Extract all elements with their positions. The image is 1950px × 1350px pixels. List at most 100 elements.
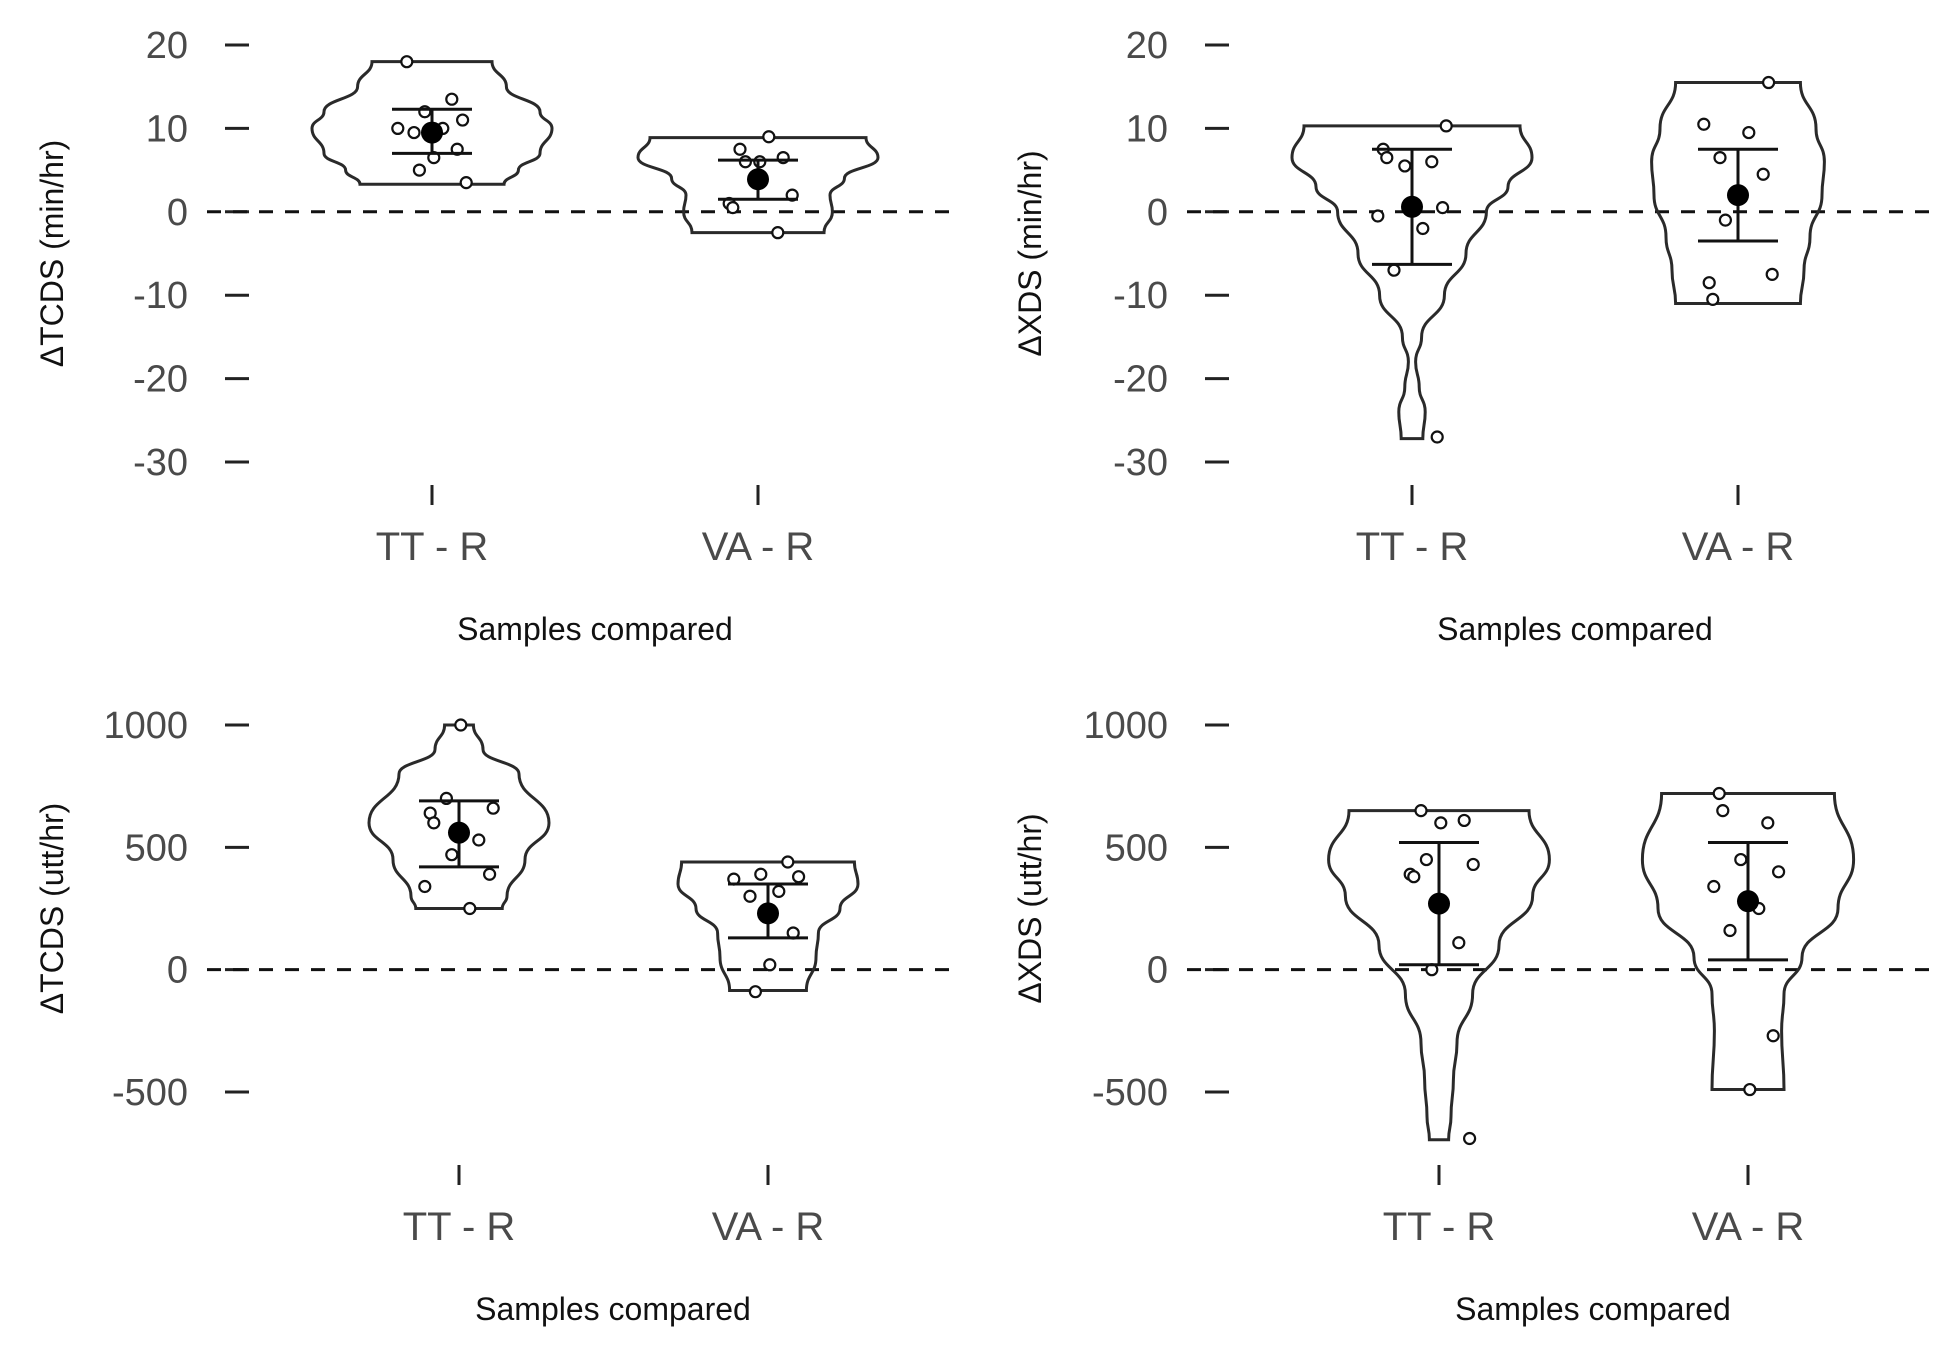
y-axis-title: ΔTCDS (utt/hr) — [34, 803, 70, 1015]
y-tick-label: 0 — [1147, 192, 1168, 234]
data-point — [400, 55, 414, 69]
data-point — [754, 867, 768, 881]
data-point — [445, 848, 459, 862]
data-point — [1425, 155, 1439, 169]
y-tick-label: -10 — [1113, 275, 1168, 317]
data-point — [781, 855, 795, 869]
y-tick-label: -500 — [112, 1072, 188, 1114]
data-point — [418, 879, 432, 894]
x-tick-label: TT - R — [1356, 525, 1469, 569]
y-tick-label: -10 — [133, 275, 188, 317]
data-point — [763, 958, 777, 972]
data-point — [1707, 879, 1721, 894]
data-point — [1457, 813, 1471, 828]
x-tick-label: TT - R — [1383, 1205, 1496, 1249]
data-point — [459, 176, 473, 190]
x-tick-label: TT - R — [376, 525, 489, 569]
data-point — [1765, 267, 1779, 281]
data-point — [454, 718, 468, 732]
data-point — [1407, 870, 1421, 884]
y-tick-label: 0 — [1147, 950, 1168, 992]
y-tick-label: 500 — [125, 827, 188, 869]
x-axis-title: Samples compared — [475, 1291, 751, 1327]
data-point — [1466, 857, 1480, 872]
data-point — [726, 201, 740, 215]
data-point — [1371, 209, 1385, 223]
y-axis-title: ΔTCDS (min/hr) — [34, 140, 70, 368]
data-point — [1414, 804, 1428, 818]
data-point — [1697, 117, 1711, 131]
mean-point — [757, 902, 779, 925]
chart-panel-2: 20 10 0 -10 -20 -30 ΔXDS (min/hr) TT - R VA - R S… — [1012, 25, 1940, 647]
mean-point — [747, 168, 769, 191]
data-point — [427, 816, 441, 830]
y-tick-label: 500 — [1105, 827, 1168, 869]
data-point — [1380, 150, 1394, 165]
y-tick-label: 0 — [167, 950, 188, 992]
y-tick-label: -20 — [133, 359, 188, 401]
data-point — [1387, 263, 1401, 277]
y-tick-label: -20 — [1113, 359, 1168, 401]
data-point — [753, 155, 767, 169]
data-point — [1398, 159, 1412, 173]
mean-point — [1401, 195, 1423, 218]
x-axis-title: Samples compared — [1437, 611, 1713, 647]
y-tick-label: 20 — [146, 25, 188, 67]
data-point — [1716, 804, 1730, 818]
data-point — [1419, 852, 1434, 867]
chart-panel-4: 1000 500 0 -500 ΔXDS (utt/hr) TT - R VA - R Sam… — [1012, 705, 1940, 1327]
data-point — [486, 801, 500, 815]
data-point — [1439, 119, 1453, 133]
x-tick-label: TT - R — [403, 1205, 516, 1249]
data-point — [1743, 1082, 1757, 1097]
x-axis-title: Samples compared — [457, 611, 733, 647]
data-point — [1723, 923, 1737, 938]
data-point — [1761, 816, 1775, 830]
data-point — [391, 121, 405, 135]
data-point — [412, 163, 426, 177]
chart-panel-1: 20 10 0 -10 -20 -30 ΔTCDS (min/hr) TT - R VA - R… — [34, 25, 960, 647]
data-point — [791, 870, 806, 884]
x-tick-label: VA - R — [1692, 1205, 1805, 1249]
data-point — [1766, 1029, 1780, 1043]
x-tick-label: VA - R — [712, 1205, 825, 1249]
data-point — [1761, 75, 1776, 90]
violin-outline — [1290, 124, 1534, 441]
data-point — [1718, 213, 1733, 227]
mean-point — [448, 821, 470, 844]
mean-point — [1727, 184, 1749, 207]
data-point — [1462, 1131, 1477, 1146]
y-tick-label: -500 — [1092, 1072, 1168, 1114]
data-point — [1771, 865, 1786, 879]
y-tick-label: 1000 — [1083, 705, 1168, 747]
y-tick-label: -30 — [1113, 442, 1168, 484]
data-point — [743, 889, 757, 903]
mean-point — [1737, 890, 1759, 913]
data-point — [772, 884, 786, 898]
x-tick-label: VA - R — [1682, 525, 1795, 569]
data-point — [738, 155, 753, 169]
y-tick-label: 1000 — [103, 705, 188, 747]
data-point — [445, 92, 459, 106]
data-point — [407, 125, 421, 140]
data-point — [733, 142, 747, 156]
violin-outline — [1327, 809, 1551, 1142]
data-point — [456, 113, 470, 127]
y-tick-label: 20 — [1126, 25, 1168, 67]
y-axis-title: ΔXDS (min/hr) — [1012, 150, 1048, 356]
violin-outline — [676, 860, 860, 992]
mean-point — [421, 121, 443, 144]
data-point — [1742, 125, 1756, 140]
data-point — [1706, 292, 1720, 306]
y-tick-label: 0 — [167, 192, 188, 234]
x-tick-label: VA - R — [702, 525, 815, 569]
x-axis-title: Samples compared — [1455, 1291, 1731, 1327]
data-point — [472, 833, 486, 847]
mean-point — [1428, 892, 1450, 915]
y-tick-label: -30 — [133, 442, 188, 484]
y-tick-label: 10 — [146, 108, 188, 150]
data-point — [1435, 201, 1450, 215]
violin-outline — [1650, 81, 1826, 306]
data-point — [748, 985, 763, 999]
